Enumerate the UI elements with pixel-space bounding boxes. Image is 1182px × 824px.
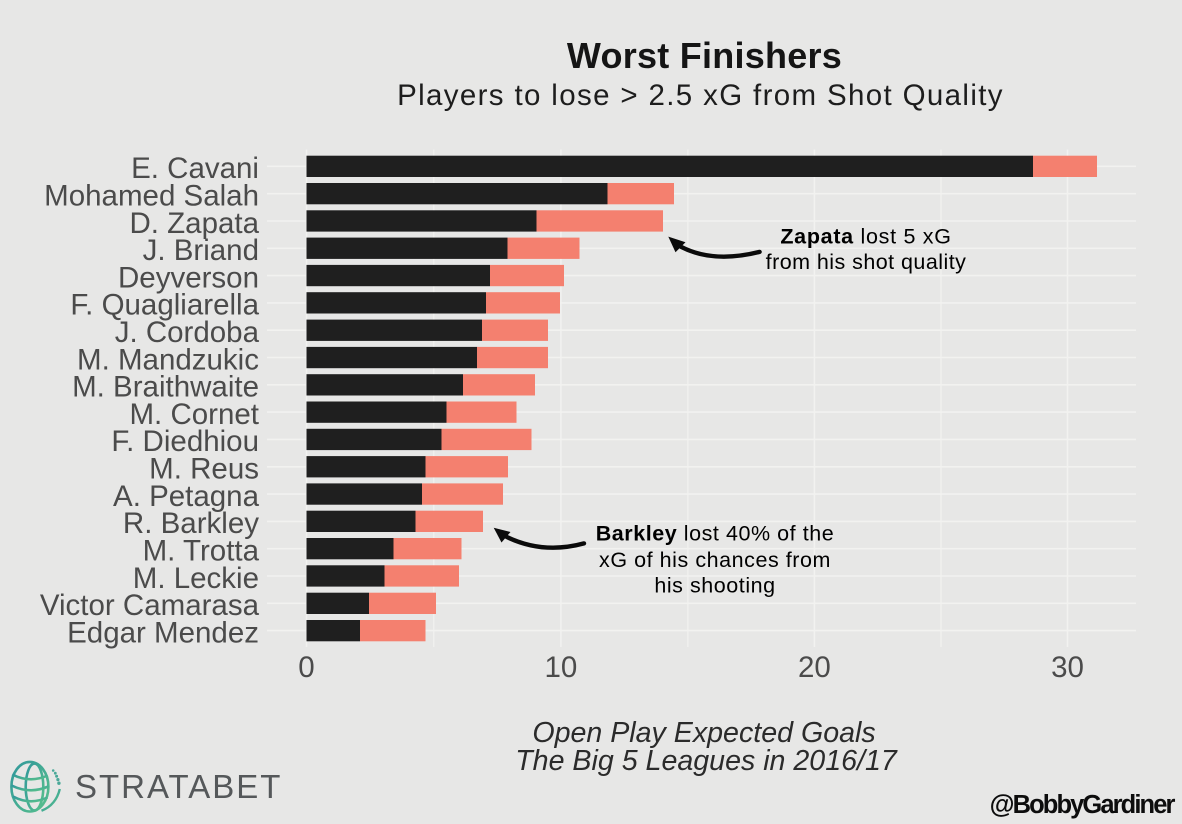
svg-text:J. Cordoba: J. Cordoba: [115, 316, 260, 349]
svg-text:J. Briand: J. Briand: [143, 234, 259, 267]
svg-text:E. Cavani: E. Cavani: [131, 152, 259, 185]
svg-text:M. Leckie: M. Leckie: [133, 562, 259, 595]
svg-text:20: 20: [798, 651, 831, 684]
svg-text:M. Cornet: M. Cornet: [129, 398, 259, 431]
svg-text:The Big 5 Leagues in 2016/17: The Big 5 Leagues in 2016/17: [515, 745, 898, 777]
svg-text:Mohamed Salah: Mohamed Salah: [44, 180, 259, 213]
svg-text:A. Petagna: A. Petagna: [113, 480, 260, 513]
svg-text:10: 10: [544, 651, 577, 684]
svg-text:xG of his chances from: xG of his chances from: [599, 548, 831, 572]
svg-text:30: 30: [1051, 651, 1084, 684]
svg-text:F. Quagliarella: F. Quagliarella: [70, 289, 259, 322]
svg-text:STRATABET: STRATABET: [75, 768, 282, 805]
svg-text:Players to lose > 2.5 xG from: Players to lose > 2.5 xG from Shot Quali…: [397, 79, 1004, 112]
svg-text:R. Barkley: R. Barkley: [123, 507, 259, 540]
svg-text:F. Diedhiou: F. Diedhiou: [111, 425, 259, 458]
svg-text:D. Zapata: D. Zapata: [129, 207, 259, 240]
svg-text:M. Reus: M. Reus: [149, 453, 259, 486]
svg-text:Barkley lost 40% of the: Barkley lost 40% of the: [596, 522, 835, 546]
svg-text:Victor Camarasa: Victor Camarasa: [40, 589, 260, 622]
svg-text:M. Mandzukic: M. Mandzukic: [77, 343, 259, 376]
svg-text:Edgar Mendez: Edgar Mendez: [67, 616, 259, 649]
svg-text:M. Braithwaite: M. Braithwaite: [72, 371, 259, 404]
svg-text:from his shot quality: from his shot quality: [766, 250, 967, 274]
svg-text:Zapata lost 5 xG: Zapata lost 5 xG: [780, 224, 951, 248]
svg-text:his shooting: his shooting: [654, 574, 775, 598]
svg-text:Worst Finishers: Worst Finishers: [567, 35, 842, 76]
svg-text:Open Play Expected Goals: Open Play Expected Goals: [532, 717, 875, 749]
svg-text:@BobbyGardiner: @BobbyGardiner: [990, 791, 1176, 819]
svg-text:M. Trotta: M. Trotta: [143, 535, 260, 568]
svg-text:Deyverson: Deyverson: [118, 261, 259, 294]
svg-text:0: 0: [298, 651, 314, 684]
